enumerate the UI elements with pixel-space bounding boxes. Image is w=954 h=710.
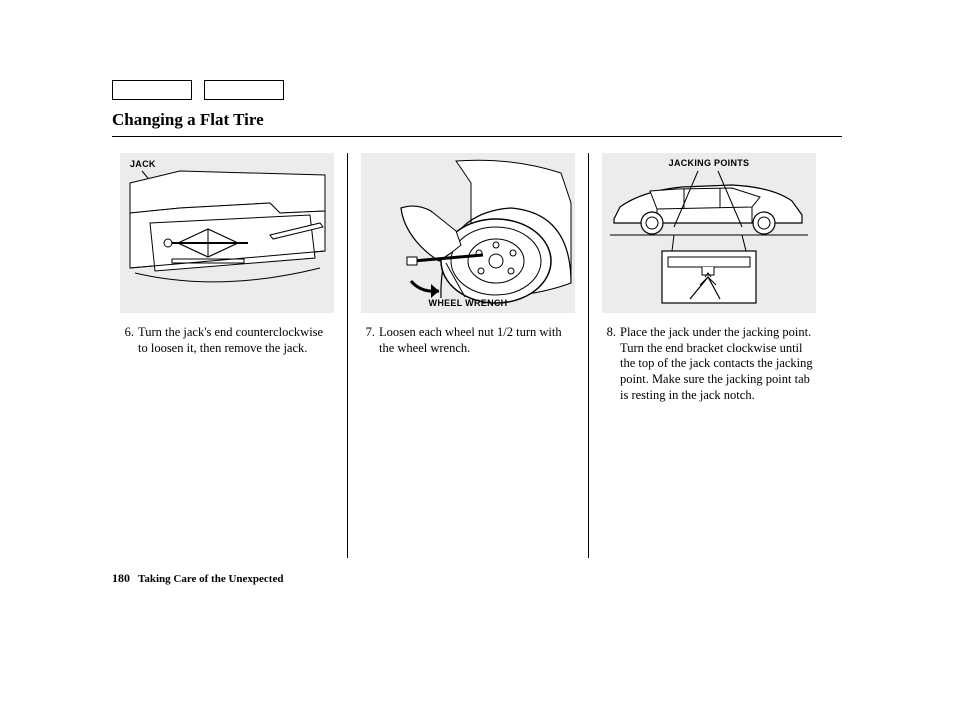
figure-jack: JACK — [120, 153, 334, 313]
step-7-body: Loosen each wheel nut 1/2 turn with the … — [379, 325, 575, 356]
column-separator-2 — [588, 153, 589, 558]
page-content: Changing a Flat Tire JACK — [112, 80, 842, 558]
title-rule — [112, 136, 842, 137]
column-separator-1 — [347, 153, 348, 558]
step-6: 6. Turn the jack's end counterclockwise … — [120, 325, 334, 356]
figure-jacking-points: JACKING POINTS — [602, 153, 816, 313]
page-number: 180 — [112, 571, 130, 586]
figure-jack-label: JACK — [130, 159, 156, 169]
page-footer: 180 Taking Care of the Unexpected — [112, 571, 283, 586]
column-1: JACK — [112, 153, 342, 558]
jacking-points-illustration — [602, 153, 816, 313]
columns: JACK — [112, 153, 842, 558]
figure-wrench: WHEEL WRENCH — [361, 153, 575, 313]
header-box-2 — [204, 80, 284, 100]
section-name: Taking Care of the Unexpected — [138, 573, 283, 585]
page-title: Changing a Flat Tire — [112, 110, 842, 130]
figure-wrench-label: WHEEL WRENCH — [361, 298, 575, 308]
step-8-body: Place the jack under the jacking point. … — [620, 325, 816, 403]
figure-points-label: JACKING POINTS — [602, 158, 816, 168]
step-8: 8. Place the jack under the jacking poin… — [602, 325, 816, 403]
jack-illustration — [120, 153, 334, 313]
column-2: WHEEL WRENCH — [353, 153, 583, 558]
column-3: JACKING POINTS — [594, 153, 824, 558]
header-box-row — [112, 80, 842, 100]
step-6-body: Turn the jack's end counterclockwise to … — [138, 325, 334, 356]
header-box-1 — [112, 80, 192, 100]
step-7: 7. Loosen each wheel nut 1/2 turn with t… — [361, 325, 575, 356]
wrench-illustration — [361, 153, 575, 313]
step-8-number: 8. — [602, 325, 620, 403]
step-7-number: 7. — [361, 325, 379, 356]
step-6-number: 6. — [120, 325, 138, 356]
